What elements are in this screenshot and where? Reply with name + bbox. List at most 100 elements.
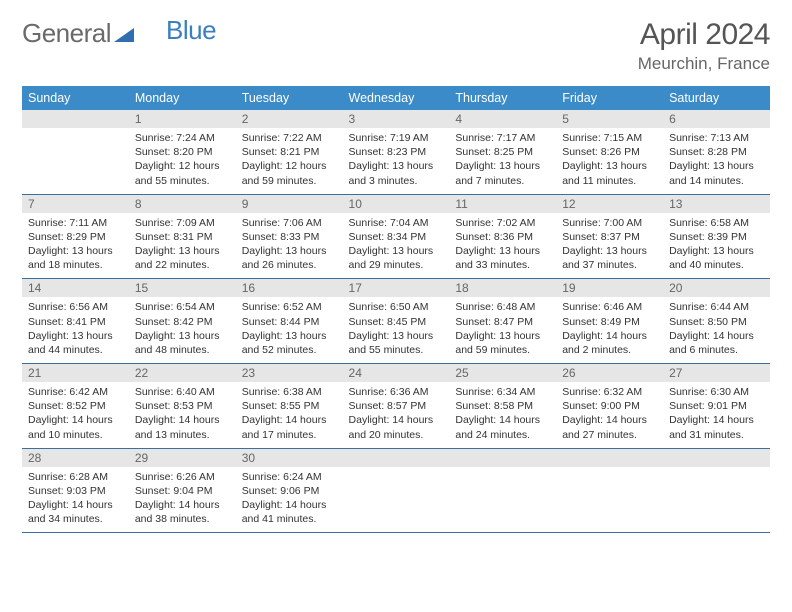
day-details: Sunrise: 6:24 AMSunset: 9:06 PMDaylight:… [236,467,343,533]
weekday-header: Thursday [449,86,556,110]
day-details: Sunrise: 7:13 AMSunset: 8:28 PMDaylight:… [663,128,770,194]
daylight-text: Daylight: 13 hours [242,244,337,258]
daylight-text-2: and 41 minutes. [242,512,337,526]
calendar-day-cell: 4Sunrise: 7:17 AMSunset: 8:25 PMDaylight… [449,110,556,194]
day-details: Sunrise: 6:52 AMSunset: 8:44 PMDaylight:… [236,297,343,363]
calendar-day-cell: 19Sunrise: 6:46 AMSunset: 8:49 PMDayligh… [556,279,663,364]
daylight-text-2: and 37 minutes. [562,258,657,272]
day-number: 25 [449,364,556,382]
sunrise-text: Sunrise: 6:58 AM [669,216,764,230]
sunrise-text: Sunrise: 7:17 AM [455,131,550,145]
calendar-day-cell: 20Sunrise: 6:44 AMSunset: 8:50 PMDayligh… [663,279,770,364]
sunset-text: Sunset: 8:28 PM [669,145,764,159]
calendar-table: SundayMondayTuesdayWednesdayThursdayFrid… [22,86,770,533]
weekday-header: Monday [129,86,236,110]
daylight-text-2: and 40 minutes. [669,258,764,272]
calendar-day-cell: 12Sunrise: 7:00 AMSunset: 8:37 PMDayligh… [556,194,663,279]
sunrise-text: Sunrise: 7:00 AM [562,216,657,230]
calendar-day-cell: 6Sunrise: 7:13 AMSunset: 8:28 PMDaylight… [663,110,770,194]
sunrise-text: Sunrise: 6:50 AM [349,300,444,314]
daylight-text: Daylight: 12 hours [135,159,230,173]
sunset-text: Sunset: 8:42 PM [135,315,230,329]
day-number: 23 [236,364,343,382]
sunset-text: Sunset: 8:52 PM [28,399,123,413]
sunrise-text: Sunrise: 6:28 AM [28,470,123,484]
daylight-text-2: and 31 minutes. [669,428,764,442]
daylight-text-2: and 18 minutes. [28,258,123,272]
day-details: Sunrise: 6:58 AMSunset: 8:39 PMDaylight:… [663,213,770,279]
daylight-text: Daylight: 13 hours [562,159,657,173]
empty-day-bar [22,110,129,128]
day-number: 16 [236,279,343,297]
day-details: Sunrise: 7:06 AMSunset: 8:33 PMDaylight:… [236,213,343,279]
daylight-text-2: and 59 minutes. [242,174,337,188]
day-details: Sunrise: 6:28 AMSunset: 9:03 PMDaylight:… [22,467,129,533]
sunset-text: Sunset: 8:49 PM [562,315,657,329]
day-details: Sunrise: 6:38 AMSunset: 8:55 PMDaylight:… [236,382,343,448]
sunset-text: Sunset: 8:44 PM [242,315,337,329]
calendar-week-row: 7Sunrise: 7:11 AMSunset: 8:29 PMDaylight… [22,194,770,279]
calendar-day-cell: 1Sunrise: 7:24 AMSunset: 8:20 PMDaylight… [129,110,236,194]
sunset-text: Sunset: 8:58 PM [455,399,550,413]
calendar-day-cell: 30Sunrise: 6:24 AMSunset: 9:06 PMDayligh… [236,448,343,533]
weekday-header: Saturday [663,86,770,110]
daylight-text: Daylight: 13 hours [349,244,444,258]
sunset-text: Sunset: 9:04 PM [135,484,230,498]
day-number: 6 [663,110,770,128]
location: Meurchin, France [638,54,770,74]
day-number: 5 [556,110,663,128]
day-number: 29 [129,449,236,467]
daylight-text: Daylight: 13 hours [669,244,764,258]
day-details: Sunrise: 7:17 AMSunset: 8:25 PMDaylight:… [449,128,556,194]
day-details: Sunrise: 7:24 AMSunset: 8:20 PMDaylight:… [129,128,236,194]
daylight-text: Daylight: 13 hours [455,244,550,258]
empty-day-bar [343,449,450,467]
daylight-text-2: and 55 minutes. [135,174,230,188]
sunset-text: Sunset: 9:06 PM [242,484,337,498]
daylight-text-2: and 34 minutes. [28,512,123,526]
day-details: Sunrise: 7:02 AMSunset: 8:36 PMDaylight:… [449,213,556,279]
day-number: 22 [129,364,236,382]
sunrise-text: Sunrise: 6:48 AM [455,300,550,314]
day-details: Sunrise: 6:56 AMSunset: 8:41 PMDaylight:… [22,297,129,363]
calendar-day-cell: 8Sunrise: 7:09 AMSunset: 8:31 PMDaylight… [129,194,236,279]
day-number: 7 [22,195,129,213]
sunset-text: Sunset: 8:45 PM [349,315,444,329]
sunrise-text: Sunrise: 7:06 AM [242,216,337,230]
day-details: Sunrise: 6:42 AMSunset: 8:52 PMDaylight:… [22,382,129,448]
sunrise-text: Sunrise: 6:42 AM [28,385,123,399]
empty-day-body [449,467,556,529]
day-number: 10 [343,195,450,213]
empty-day-body [22,128,129,190]
sunset-text: Sunset: 8:41 PM [28,315,123,329]
daylight-text: Daylight: 14 hours [28,413,123,427]
sunrise-text: Sunrise: 7:24 AM [135,131,230,145]
daylight-text-2: and 24 minutes. [455,428,550,442]
calendar-day-cell: 23Sunrise: 6:38 AMSunset: 8:55 PMDayligh… [236,364,343,449]
daylight-text-2: and 27 minutes. [562,428,657,442]
daylight-text: Daylight: 14 hours [349,413,444,427]
calendar-day-cell: 28Sunrise: 6:28 AMSunset: 9:03 PMDayligh… [22,448,129,533]
calendar-day-cell: 27Sunrise: 6:30 AMSunset: 9:01 PMDayligh… [663,364,770,449]
calendar-day-cell: 21Sunrise: 6:42 AMSunset: 8:52 PMDayligh… [22,364,129,449]
day-details: Sunrise: 7:15 AMSunset: 8:26 PMDaylight:… [556,128,663,194]
daylight-text: Daylight: 13 hours [135,244,230,258]
sunrise-text: Sunrise: 7:15 AM [562,131,657,145]
daylight-text: Daylight: 12 hours [242,159,337,173]
sunrise-text: Sunrise: 6:36 AM [349,385,444,399]
brand-part1: General [22,18,111,49]
calendar-day-cell: 22Sunrise: 6:40 AMSunset: 8:53 PMDayligh… [129,364,236,449]
daylight-text: Daylight: 14 hours [242,498,337,512]
day-details: Sunrise: 6:54 AMSunset: 8:42 PMDaylight:… [129,297,236,363]
day-number: 8 [129,195,236,213]
sunset-text: Sunset: 8:31 PM [135,230,230,244]
month-title: April 2024 [638,18,770,52]
sunrise-text: Sunrise: 6:52 AM [242,300,337,314]
calendar-day-cell: 25Sunrise: 6:34 AMSunset: 8:58 PMDayligh… [449,364,556,449]
daylight-text: Daylight: 14 hours [28,498,123,512]
daylight-text: Daylight: 13 hours [349,159,444,173]
sunrise-text: Sunrise: 7:04 AM [349,216,444,230]
daylight-text-2: and 44 minutes. [28,343,123,357]
day-details: Sunrise: 7:04 AMSunset: 8:34 PMDaylight:… [343,213,450,279]
calendar-week-row: 14Sunrise: 6:56 AMSunset: 8:41 PMDayligh… [22,279,770,364]
